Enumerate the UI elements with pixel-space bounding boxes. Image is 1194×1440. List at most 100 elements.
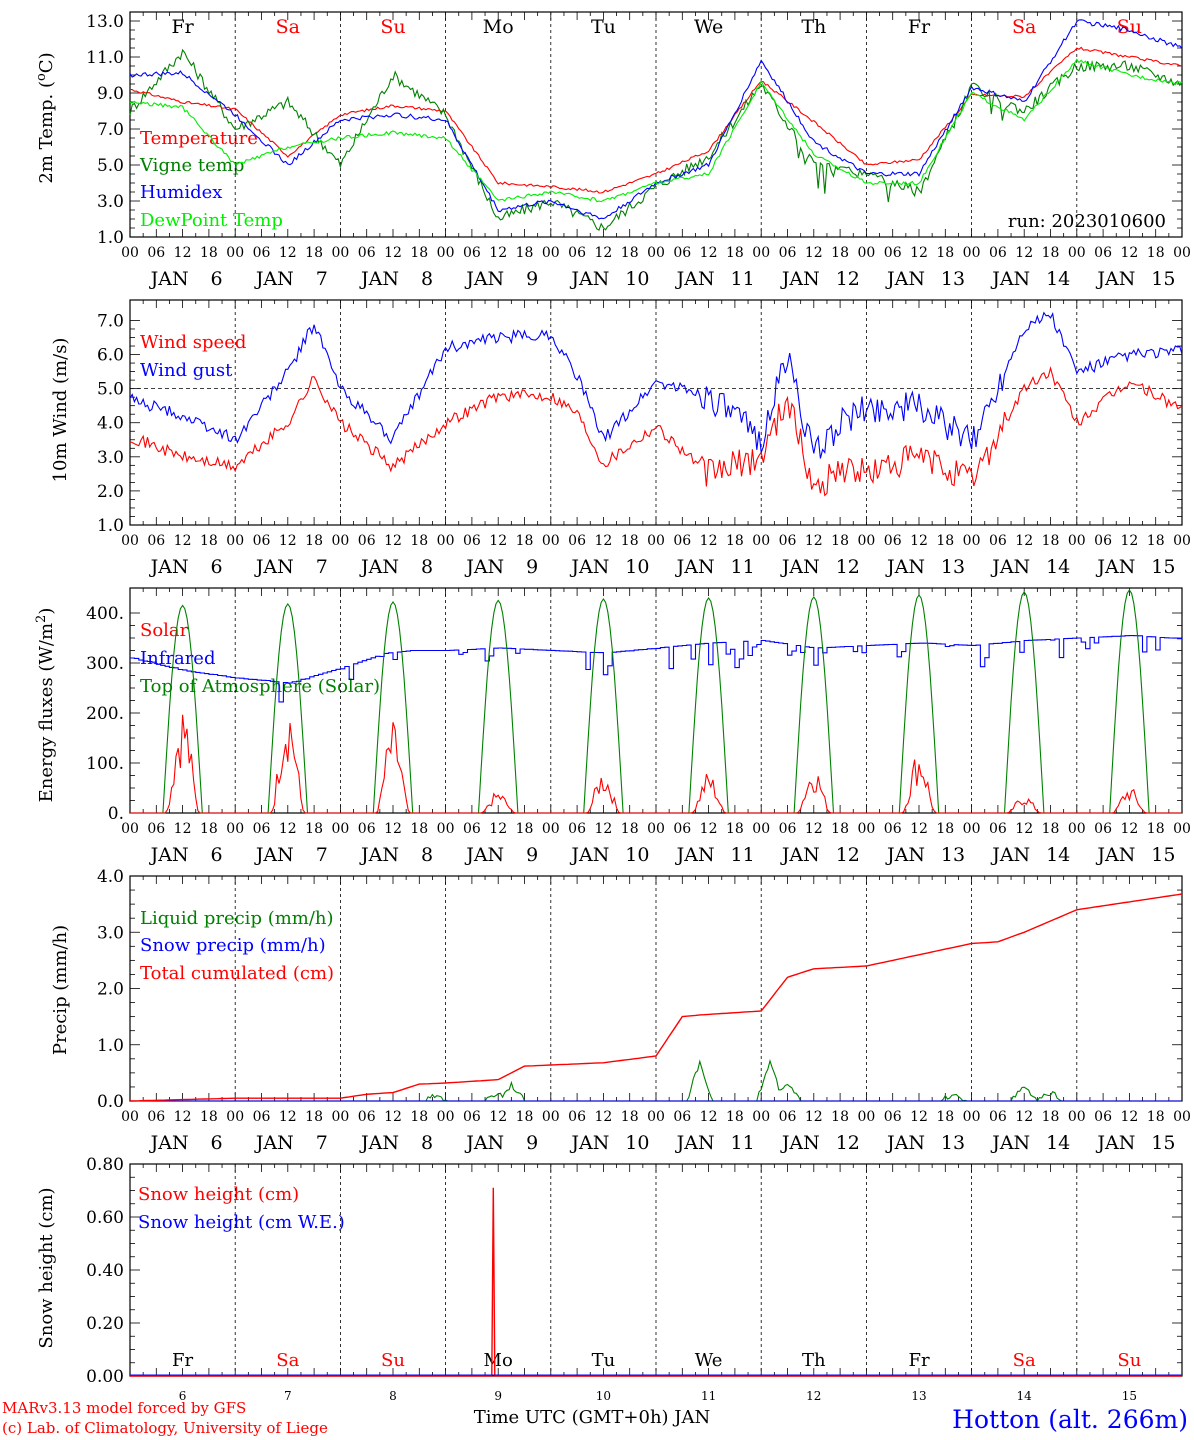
weekday-label: Mo (484, 1350, 513, 1371)
series-line-snow-height (130, 1187, 1182, 1377)
hour-tick-label: 12 (174, 1109, 192, 1125)
hour-tick-label: 00 (437, 245, 455, 261)
hour-tick-label: 12 (1015, 1109, 1033, 1125)
hour-tick-label: 00 (963, 245, 981, 261)
day-number-label: 9 (526, 268, 538, 290)
month-label: JAN (149, 268, 189, 290)
hour-tick-label: 18 (831, 821, 849, 837)
month-label: JAN (675, 556, 715, 578)
hour-tick-label: 06 (779, 1109, 797, 1125)
day-number-label: 7 (316, 268, 328, 290)
hour-tick-label: 12 (700, 533, 718, 549)
month-label: JAN (569, 556, 609, 578)
ylabel-energy: Energy fluxes (W/m2) (34, 608, 57, 803)
legend-wind-gust: Wind gust (140, 360, 233, 381)
hour-tick-label: 18 (1147, 1109, 1165, 1125)
weekday-label: Fr (908, 1350, 929, 1371)
month-label: JAN (990, 556, 1030, 578)
hour-tick-label: 18 (936, 245, 954, 261)
y-tick-label: 1.0 (97, 516, 124, 536)
series-line-toa (130, 588, 1182, 814)
month-label: JAN (359, 844, 399, 866)
hour-tick-label: 18 (305, 245, 323, 261)
y-tick-label: 5.0 (97, 380, 124, 400)
hour-tick-label: 12 (489, 1109, 507, 1125)
ylabel-snow: Snow height (cm) (36, 1187, 57, 1348)
day-number-label: 9 (526, 556, 538, 578)
y-tick-label: 0.20 (86, 1314, 124, 1334)
hour-tick-label: 18 (936, 821, 954, 837)
hour-tick-label: 06 (673, 821, 691, 837)
month-label: JAN (885, 556, 925, 578)
plot-frame (129, 11, 1183, 238)
hour-tick-label: 12 (174, 533, 192, 549)
hour-tick-label: 06 (358, 245, 376, 261)
month-label: JAN (780, 844, 820, 866)
hour-tick-label: 00 (542, 1109, 560, 1125)
day-number-label: 13 (911, 1389, 926, 1403)
hour-tick-label: 00 (752, 533, 770, 549)
panel-temperature: 2m Temp. (oC) run: 2023010600 Temperatur… (34, 11, 1191, 290)
weekday-label: Sa (276, 1350, 299, 1371)
month-label: JAN (464, 844, 504, 866)
hour-tick-label: 06 (884, 821, 902, 837)
hour-tick-label: 12 (805, 1109, 823, 1125)
hour-tick-label: 18 (305, 533, 323, 549)
hour-tick-label: 06 (147, 821, 165, 837)
day-number-label: 13 (941, 1132, 965, 1154)
hour-tick-label: 00 (1068, 821, 1086, 837)
legend-snow-height: Snow height (cm) (138, 1184, 299, 1205)
month-label: JAN (1095, 268, 1135, 290)
hour-tick-label: 00 (542, 821, 560, 837)
hour-tick-label: 12 (174, 245, 192, 261)
month-label: JAN (464, 1132, 504, 1154)
hour-tick-label: 00 (121, 821, 139, 837)
hour-tick-label: 00 (857, 245, 875, 261)
legend-temperature: Temperature (140, 128, 258, 149)
hour-tick-label: 06 (147, 533, 165, 549)
day-number-label: 10 (625, 1132, 649, 1154)
panel-snow: Snow height (cm) Snow height (cm) Snow h… (36, 1155, 1183, 1403)
x-axis-title: Time UTC (GMT+0h) JAN (474, 1407, 711, 1428)
hour-tick-label: 06 (884, 1109, 902, 1125)
day-number-label: 6 (211, 556, 223, 578)
hour-tick-label: 18 (621, 1109, 639, 1125)
month-label: JAN (885, 268, 925, 290)
hour-tick-label: 00 (963, 1109, 981, 1125)
hour-tick-label: 12 (489, 245, 507, 261)
day-number-label: 9 (494, 1389, 502, 1403)
day-number-label: 15 (1151, 268, 1175, 290)
hour-tick-label: 06 (673, 533, 691, 549)
hour-tick-label: 06 (568, 245, 586, 261)
month-label: JAN (149, 1132, 189, 1154)
hour-tick-label: 18 (200, 821, 218, 837)
hour-tick-label: 18 (936, 1109, 954, 1125)
day-number-label: 14 (1017, 1389, 1033, 1403)
hour-tick-label: 12 (805, 821, 823, 837)
weekday-label: Fr (908, 16, 931, 38)
series-line-infrared (130, 635, 1183, 703)
hour-tick-label: 00 (1068, 245, 1086, 261)
y-tick-label: 3.0 (97, 448, 124, 468)
day-number-label: 14 (1046, 844, 1070, 866)
hour-tick-label: 12 (594, 533, 612, 549)
day-number-label: 13 (941, 556, 965, 578)
hour-tick-label: 00 (647, 1109, 665, 1125)
month-label: JAN (464, 268, 504, 290)
hour-tick-label: 06 (253, 245, 271, 261)
y-tick-label: 5.0 (97, 156, 124, 176)
weekday-label: Sa (1012, 16, 1036, 38)
y-tick-label: 0.00 (86, 1367, 124, 1387)
day-number-label: 12 (836, 268, 860, 290)
day-number-label: 8 (389, 1389, 397, 1403)
y-tick-label: 6.0 (97, 346, 124, 366)
hour-tick-label: 00 (121, 1109, 139, 1125)
month-label: JAN (149, 844, 189, 866)
day-number-label: 6 (211, 268, 223, 290)
hour-tick-label: 12 (1015, 533, 1033, 549)
month-label: JAN (254, 556, 294, 578)
y-tick-label: 1.0 (97, 1036, 124, 1056)
hour-tick-label: 06 (568, 1109, 586, 1125)
footer: MARv3.13 model forced by GFS (c) Lab. of… (2, 1399, 1188, 1437)
day-number-label: 9 (526, 844, 538, 866)
